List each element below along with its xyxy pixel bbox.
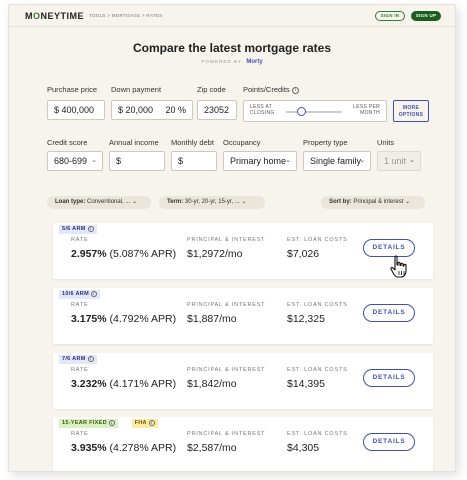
principal-interest-label: PRINCIPAL & INTEREST xyxy=(187,302,266,308)
purchase-price-input[interactable]: $ 400,000 xyxy=(47,100,105,120)
rate-label: RATE xyxy=(71,237,89,243)
zip-code-label: Zip code xyxy=(197,85,226,94)
chevron-down-icon: ⌄ xyxy=(91,157,97,164)
principal-interest-value: $2,587/mo xyxy=(187,442,237,454)
rate-card: 15-YEAR FIXED i FHA i RATE PRINCIPAL & INTERE… xyxy=(53,417,433,471)
loan-type-badge: 7/6 ARM i xyxy=(59,355,97,364)
rate-label: RATE xyxy=(71,431,89,437)
rate-value: 3.935% (4.278% APR) xyxy=(71,442,177,454)
down-payment-label: Down payment xyxy=(111,85,162,94)
credit-score-label: Credit score xyxy=(47,138,88,147)
points-slider[interactable]: LESS AT CLOSING LESS PER MONTH xyxy=(243,100,387,122)
loan-type-filter[interactable]: Loan type: Conventional, ... ⌄ xyxy=(47,196,151,209)
rate-card: 5/6 ARM i RATE PRINCIPAL & INTEREST EST. LOA… xyxy=(53,223,433,279)
rate-label: RATE xyxy=(71,302,89,308)
info-icon[interactable]: i xyxy=(148,419,155,426)
annual-income-label: Annual income xyxy=(109,138,159,147)
occupancy-value: Primary home xyxy=(230,156,287,166)
down-payment-amount: $ 20,000 xyxy=(118,105,154,115)
rate-card: 7/6 ARM i RATE PRINCIPAL & INTEREST EST. LOA… xyxy=(53,353,433,409)
loan-costs-value: $4,305 xyxy=(287,442,320,454)
principal-interest-value: $1,2972/mo xyxy=(187,248,243,260)
principal-interest-value: $1,887/mo xyxy=(187,313,237,325)
hand-cursor-icon xyxy=(390,255,407,278)
units-value: 1 unit xyxy=(384,156,407,166)
info-icon[interactable]: i xyxy=(108,419,115,426)
chevron-down-icon: ⌄ xyxy=(359,157,365,164)
powered-by: POWERED BY Morty xyxy=(201,59,263,65)
morty-logo: Morty xyxy=(246,59,263,65)
down-payment-input[interactable]: $ 20,000 20 % xyxy=(111,100,193,120)
units-label: Units xyxy=(377,138,395,147)
details-button[interactable]: DETAILS xyxy=(363,369,415,387)
info-icon[interactable]: i xyxy=(87,225,94,232)
property-type-select[interactable]: Single family ⌄ xyxy=(303,151,371,171)
rate-value: 3.232% (4.171% APR) xyxy=(71,378,177,390)
principal-interest-label: PRINCIPAL & INTEREST xyxy=(187,237,266,243)
purchase-price-label: Purchase price xyxy=(47,85,98,94)
details-button[interactable]: DETAILS xyxy=(363,239,415,257)
rate-label: RATE xyxy=(71,367,89,373)
top-nav: MONEYTIME TOOLS > MORTGAGE > RATES SIGN … xyxy=(9,5,455,27)
chevron-down-icon: ⌄ xyxy=(405,199,411,205)
sign-up-button[interactable]: SIGN UP xyxy=(411,11,441,21)
rate-value: 3.175% (4.792% APR) xyxy=(71,313,177,325)
chevron-down-icon: ⌄ xyxy=(409,157,415,164)
more-options-button[interactable]: MORE OPTIONS xyxy=(393,100,429,122)
principal-interest-label: PRINCIPAL & INTEREST xyxy=(187,367,266,373)
principal-interest-value: $1,842/mo xyxy=(187,378,237,390)
info-icon[interactable]: i xyxy=(291,86,299,94)
loan-type-badge: FHA i xyxy=(131,419,158,428)
loan-type-badge: 15-YEAR FIXED i xyxy=(59,419,118,428)
page-title: Compare the latest mortgage rates xyxy=(132,41,332,55)
monthly-debt-label: Monthly debt xyxy=(171,138,214,147)
loan-costs-label: EST. LOAN COSTS xyxy=(287,237,348,243)
occupancy-select[interactable]: Primary home ⌄ xyxy=(223,151,297,171)
loan-costs-label: EST. LOAN COSTS xyxy=(287,431,348,437)
chevron-down-icon: ⌄ xyxy=(132,199,138,205)
slider-thumb[interactable] xyxy=(296,107,306,116)
sign-in-button[interactable]: SIGN IN xyxy=(375,11,405,21)
units-select: 1 unit ⌄ xyxy=(377,151,421,171)
credit-score-value: 680-699 xyxy=(54,156,88,166)
credit-score-select[interactable]: 680-699 ⌄ xyxy=(47,151,103,171)
slider-left-label: LESS AT CLOSING xyxy=(250,104,275,116)
chevron-down-icon: ⌄ xyxy=(241,199,247,205)
info-icon[interactable]: i xyxy=(87,355,94,362)
slider-track[interactable] xyxy=(286,111,342,113)
page: MONEYTIME TOOLS > MORTGAGE > RATES SIGN … xyxy=(8,4,456,472)
details-button[interactable]: DETAILS xyxy=(363,304,415,322)
rate-card: 10/6 ARM i RATE PRINCIPAL & INTEREST EST. LO… xyxy=(53,288,433,344)
property-type-label: Property type xyxy=(303,138,348,147)
loan-costs-value: $14,395 xyxy=(287,378,325,390)
rate-value: 2.957% (5.087% APR) xyxy=(71,248,177,260)
principal-interest-label: PRINCIPAL & INTEREST xyxy=(187,431,266,437)
loan-costs-label: EST. LOAN COSTS xyxy=(287,302,348,308)
info-icon[interactable]: i xyxy=(90,290,97,297)
slider-right-label: LESS PER MONTH xyxy=(353,104,380,116)
breadcrumb[interactable]: TOOLS > MORTGAGE > RATES xyxy=(89,13,163,18)
loan-costs-value: $7,026 xyxy=(287,248,320,260)
logo[interactable]: MONEYTIME xyxy=(25,11,85,21)
annual-income-input[interactable]: $ xyxy=(109,151,165,171)
property-type-value: Single family xyxy=(310,156,362,166)
loan-type-badge: 10/6 ARM i xyxy=(59,290,100,299)
monthly-debt-input[interactable]: $ xyxy=(171,151,217,171)
loan-costs-value: $12,325 xyxy=(287,313,325,325)
sort-by-select[interactable]: Sort by: Principal & interest ⌄ xyxy=(321,196,425,209)
points-credits-label: Points/Credits i xyxy=(243,85,299,94)
loan-type-badge: 5/6 ARM i xyxy=(59,225,97,234)
loan-costs-label: EST. LOAN COSTS xyxy=(287,367,348,373)
down-payment-percent[interactable]: 20 % xyxy=(165,105,186,115)
term-filter[interactable]: Term: 30-yr, 20-yr, 15-yr, ... ⌄ xyxy=(159,196,265,209)
details-button[interactable]: DETAILS xyxy=(363,433,415,451)
chevron-down-icon: ⌄ xyxy=(285,157,291,164)
zip-code-input[interactable]: 23052 xyxy=(197,100,237,120)
occupancy-label: Occupancy xyxy=(223,138,261,147)
